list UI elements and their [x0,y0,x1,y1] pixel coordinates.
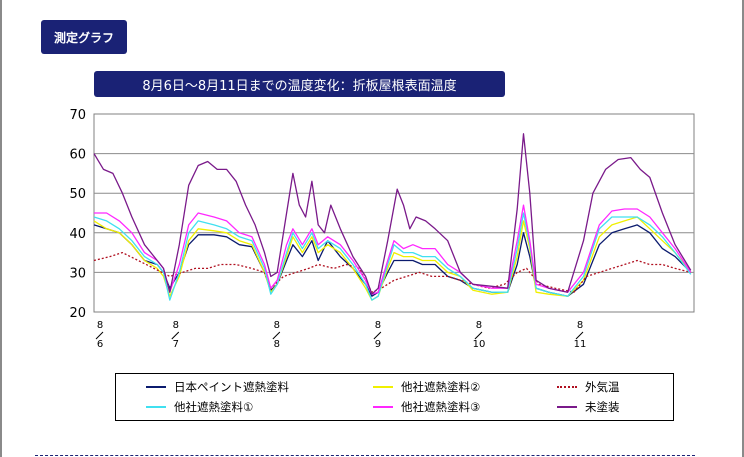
x-tick-slash [171,331,180,340]
legend-label: 未塗装 [585,400,620,414]
legend-swatch-0 [146,386,166,388]
y-tick-label: 30 [69,266,86,281]
x-tick-day: 8 [274,339,280,350]
x-tick-month: 8 [173,320,179,331]
plot-area: 20 30 40 50 60 70 8 6 8 7 8 8 8 9 8 10 8 11 [69,108,695,350]
chart-title: 8月6日～8月11日までの温度変化：折板屋根表面温度 [94,71,505,97]
y-tick-label: 40 [69,227,86,242]
legend-swatch-1 [373,386,393,388]
frame-left-border [0,0,2,457]
y-tick-label: 60 [69,148,86,163]
legend-item: 外気温 [557,379,620,395]
x-tick-day: 6 [97,339,103,350]
plot-frame [93,113,695,313]
temperature-line-chart: 20 30 40 50 60 70 8 6 8 7 8 8 8 9 8 10 8 11 [69,108,695,350]
legend-swatch-4 [373,406,393,408]
x-tick-day: 11 [574,339,587,350]
legend-label: 他社遮熱塗料① [174,400,254,414]
legend-item: 日本ペイント遮熱塗料 [146,379,289,395]
x-tick-day: 9 [375,339,381,350]
chart-legend: 日本ペイント遮熱塗料 他社遮熱塗料② 外気温 他社遮熱塗料① 他社遮熱塗料③ 未… [115,373,674,421]
legend-label: 他社遮熱塗料② [401,380,481,394]
legend-swatch-3 [146,406,166,408]
legend-label: 他社遮熱塗料③ [401,400,481,414]
legend-swatch-2 [557,386,577,388]
x-tick-day: 10 [473,339,486,350]
legend-label: 日本ペイント遮熱塗料 [174,380,289,394]
x-tick-month: 8 [577,320,583,331]
section-label: 測定グラフ [41,20,127,54]
x-tick-slash [474,331,483,340]
legend-item: 未塗装 [557,399,620,415]
x-tick-month: 8 [476,320,482,331]
x-tick-slash [95,331,104,340]
y-tick-label: 50 [69,187,86,202]
y-tick-label: 20 [69,306,86,321]
x-tick-month: 8 [97,320,103,331]
x-tick-month: 8 [375,320,381,331]
legend-label: 外気温 [585,380,620,394]
x-tick-day: 7 [173,339,179,350]
x-tick-slash [575,331,584,340]
series-line-3 [93,212,692,301]
x-tick-month: 8 [274,320,280,331]
frame-right-border [742,0,744,457]
series-line-5 [93,133,692,295]
legend-swatch-5 [557,406,577,408]
section-divider [35,455,695,456]
x-tick-slash [373,331,382,340]
legend-item: 他社遮熱塗料② [373,379,480,395]
legend-item: 他社遮熱塗料① [146,399,253,415]
y-tick-label: 70 [69,108,86,123]
x-tick-slash [272,331,281,340]
legend-item: 他社遮熱塗料③ [373,399,480,415]
